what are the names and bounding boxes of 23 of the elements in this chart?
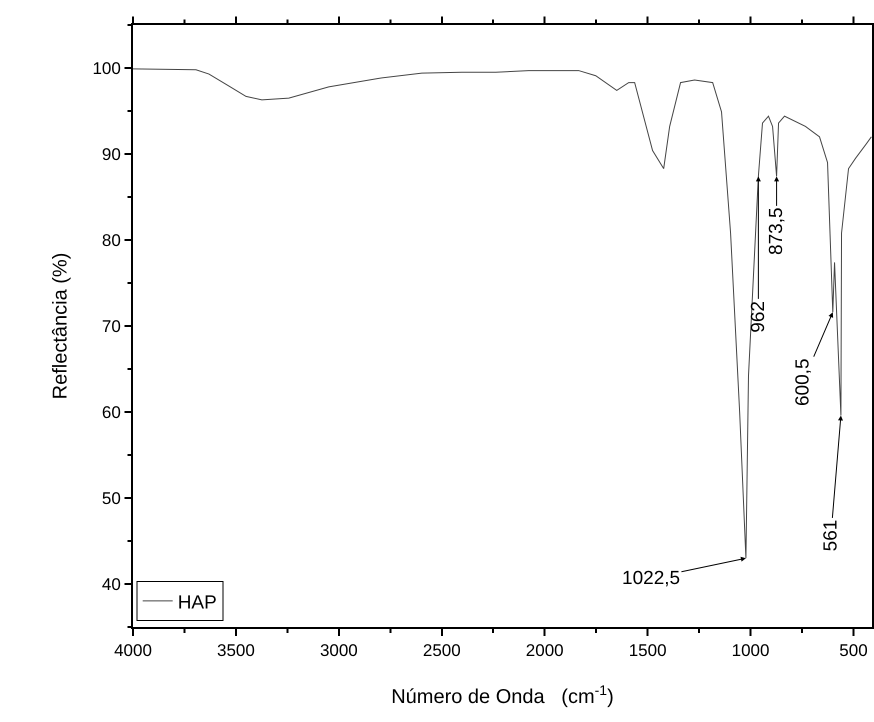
x-tick-label: 3500 [217, 641, 255, 660]
y-tick-label: 50 [102, 488, 121, 508]
annotation: 561 [820, 520, 842, 552]
y-tick-label: 70 [102, 316, 121, 336]
y-tick-label: 60 [102, 402, 121, 422]
annotation: 1022,5 [622, 568, 680, 589]
x-tick-label: 500 [839, 641, 868, 660]
y-tick-label: 100 [92, 58, 121, 78]
annotation: 962 [748, 301, 770, 333]
x-tick-label: 2500 [422, 641, 461, 660]
y-axis-title: Reflectância (%) [49, 252, 72, 400]
x-tick-label: 1000 [732, 641, 770, 660]
x-tick-label: 3000 [320, 641, 358, 660]
y-tick-label: 40 [102, 574, 121, 594]
y-tick-label: 90 [102, 144, 121, 164]
y-tick-label: 80 [102, 230, 121, 250]
x-axis-title: Número de Onda (cm$^{-1}$) [391, 682, 614, 708]
annotation: 600,5 [792, 358, 814, 406]
x-tick-label: 4000 [114, 641, 152, 660]
annotation: 873,5 [766, 207, 788, 255]
legend-label: HAP [178, 592, 217, 614]
x-tick-label: 2000 [526, 641, 564, 660]
x-tick-label: 1500 [628, 641, 667, 660]
